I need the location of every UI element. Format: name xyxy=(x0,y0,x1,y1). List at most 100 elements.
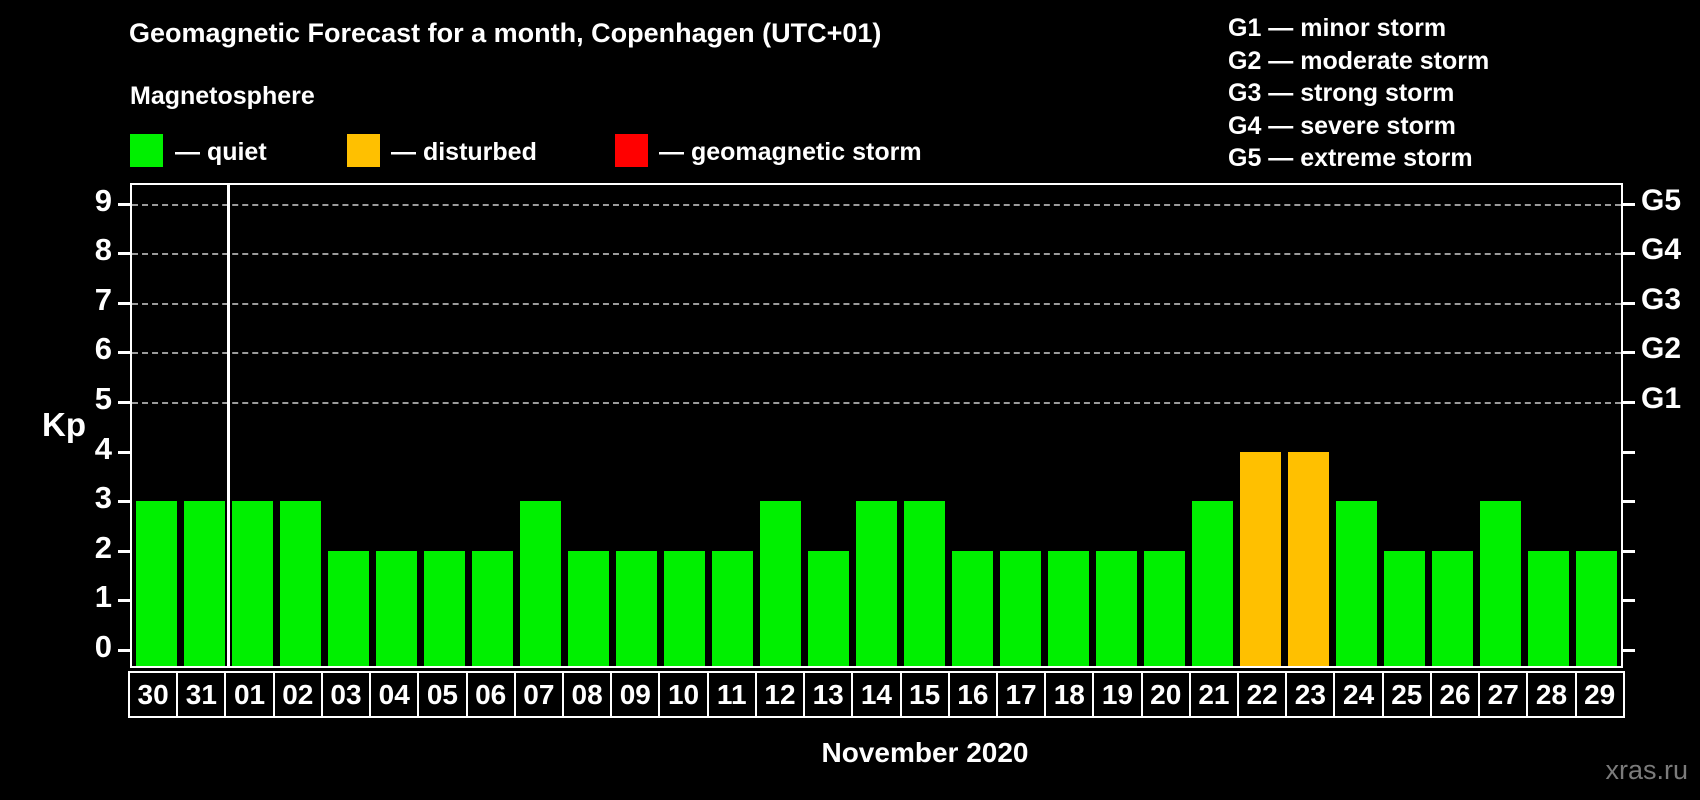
legend-label-geomagnetic-storm: — geomagnetic storm xyxy=(659,138,922,166)
y-tick-left xyxy=(118,649,130,652)
y-tick-right xyxy=(1623,599,1635,603)
y-tick-left xyxy=(118,599,130,603)
day-cell-03: 03 xyxy=(320,671,372,718)
day-cell-30: 30 xyxy=(128,671,179,718)
day-cell-22: 22 xyxy=(1237,671,1288,718)
kp-bar-day-25 xyxy=(1384,550,1426,666)
kp-bar-day-18 xyxy=(1048,550,1090,666)
watermark: xras.ru xyxy=(1605,755,1688,785)
y-tick-label: 3 xyxy=(94,480,112,516)
plot-area xyxy=(130,183,1623,668)
kp-bar-day-26 xyxy=(1432,550,1474,666)
kp-bar-day-21 xyxy=(1192,501,1234,666)
kp-bar-day-07 xyxy=(519,501,561,666)
y-tick-left xyxy=(118,252,130,256)
y-tick-right xyxy=(1623,500,1635,504)
y-tick-label: 8 xyxy=(94,232,112,268)
day-cell-15: 15 xyxy=(899,671,950,718)
y-tick-right xyxy=(1623,351,1635,355)
y-tick-right xyxy=(1623,649,1635,652)
kp-bar-day-04 xyxy=(375,550,417,666)
g-legend-item-1: G1 — minor storm xyxy=(1228,14,1447,42)
kp-bar-day-14 xyxy=(856,501,897,666)
y-tick-right xyxy=(1623,401,1635,404)
kp-bar-day-27 xyxy=(1480,501,1522,666)
y-tick-left xyxy=(118,301,130,305)
y-tick-right xyxy=(1623,549,1635,553)
y-tick-label: 4 xyxy=(94,430,112,466)
y-tick-left xyxy=(118,450,130,454)
day-cell-14: 14 xyxy=(851,671,902,718)
y-tick-label: 6 xyxy=(94,331,112,367)
kp-bar-day-09 xyxy=(615,550,657,666)
kp-bar-day-23 xyxy=(1288,451,1330,666)
legend-label-disturbed: — disturbed xyxy=(391,138,537,166)
y-tick-left xyxy=(118,351,130,355)
day-cell-08: 08 xyxy=(561,671,613,718)
day-cell-13: 13 xyxy=(803,671,854,718)
y-tick-right xyxy=(1623,252,1635,256)
g-legend-item-5: G5 — extreme storm xyxy=(1228,144,1473,172)
y-tick-label: 0 xyxy=(94,629,112,664)
day-cell-04: 04 xyxy=(369,671,420,718)
month-separator-line xyxy=(226,185,230,666)
day-cell-05: 05 xyxy=(417,671,468,718)
kp-bar-day-17 xyxy=(1000,550,1042,666)
day-cell-18: 18 xyxy=(1044,671,1095,718)
kp-bar-day-11 xyxy=(711,550,753,666)
day-cell-28: 28 xyxy=(1526,671,1577,718)
kp-bar-day-24 xyxy=(1336,501,1378,666)
g-axis-label-g5: G5 xyxy=(1641,183,1682,217)
day-cell-06: 06 xyxy=(465,671,516,718)
day-cell-20: 20 xyxy=(1140,671,1191,718)
day-cell-26: 26 xyxy=(1429,671,1481,718)
grid-line-kp6 xyxy=(132,352,1621,355)
kp-bar-day-30 xyxy=(135,501,177,666)
x-axis-title: November 2020 xyxy=(821,737,1029,768)
kp-bar-day-05 xyxy=(423,550,465,666)
kp-bar-day-03 xyxy=(327,550,369,666)
day-cell-25: 25 xyxy=(1381,671,1432,718)
kp-bar-day-15 xyxy=(904,501,946,666)
grid-line-kp7 xyxy=(132,302,1621,305)
kp-bar-day-06 xyxy=(471,550,513,666)
g-scale-legend: G1 — minor storm G2 — moderate storm G3 — … xyxy=(1228,12,1489,175)
y-tick-label: 2 xyxy=(94,529,112,565)
kp-bar-day-08 xyxy=(567,550,609,666)
legend-swatch-geomagnetic-storm xyxy=(615,134,648,167)
day-cell-02: 02 xyxy=(272,671,323,718)
kp-bar-day-19 xyxy=(1096,550,1138,666)
y-tick-left xyxy=(118,202,130,206)
day-cell-10: 10 xyxy=(658,671,709,718)
g-legend-item-4: G4 — severe storm xyxy=(1228,111,1456,140)
legend-swatch-disturbed xyxy=(347,134,380,167)
day-cell-01: 01 xyxy=(224,671,275,718)
kp-bar-day-13 xyxy=(807,550,849,666)
kp-bar-day-02 xyxy=(279,501,321,666)
g-legend-item-2: G2 — moderate storm xyxy=(1228,46,1490,75)
y-axis-label: Kp xyxy=(42,406,86,443)
x-axis-day-labels: 30 31 01 02 03 04 05 06 07 08 09 10 11 12 13 14 15 16 17 18… xyxy=(128,671,1625,718)
y-tick-label: 7 xyxy=(94,281,112,317)
day-cell-12: 12 xyxy=(754,671,806,718)
g-axis-label-g1: G1 xyxy=(1641,382,1682,415)
y-tick-left xyxy=(118,500,130,504)
day-cell-11: 11 xyxy=(706,671,757,718)
y-tick-right xyxy=(1623,301,1635,305)
day-cell-17: 17 xyxy=(995,671,1047,718)
kp-bar-day-31 xyxy=(183,501,225,666)
page-title: Geomagnetic Forecast for a month, Copenh… xyxy=(129,18,882,48)
day-cell-31: 31 xyxy=(176,671,227,718)
kp-bar-day-28 xyxy=(1528,550,1570,666)
g-axis-label-g2: G2 xyxy=(1641,332,1682,366)
y-tick-left xyxy=(118,549,130,553)
y-tick-right xyxy=(1623,450,1635,454)
kp-bar-day-12 xyxy=(759,501,801,666)
y-tick-label: 9 xyxy=(94,182,112,218)
day-cell-29: 29 xyxy=(1574,671,1625,718)
day-cell-19: 19 xyxy=(1092,671,1143,718)
day-cell-24: 24 xyxy=(1333,671,1384,718)
g-legend-item-3: G3 — strong storm xyxy=(1228,79,1455,107)
g-axis-label-g4: G4 xyxy=(1641,233,1682,267)
y-tick-right xyxy=(1623,202,1635,206)
